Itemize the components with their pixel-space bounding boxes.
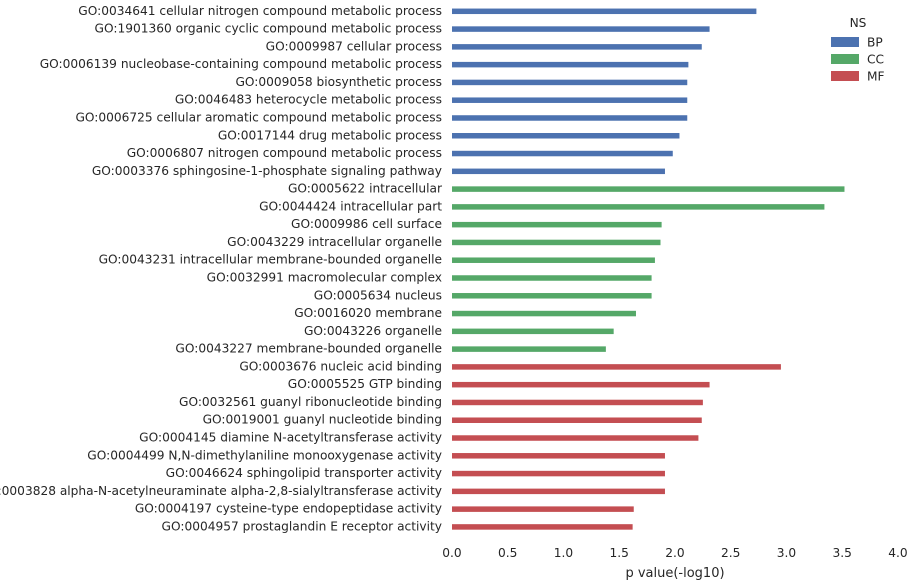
bar	[452, 239, 661, 246]
category-label: GO:0006807 nitrogen compound metabolic p…	[127, 146, 442, 160]
category-label: GO:0046483 heterocycle metabolic process	[175, 93, 442, 107]
legend-label: CC	[867, 53, 884, 67]
category-label: GO:0003676 nucleic acid binding	[239, 359, 442, 373]
category-label: GO:0032991 macromolecular complex	[207, 271, 442, 285]
x-tick-label: 1.0	[554, 546, 573, 560]
category-label: GO:0005525 GTP binding	[288, 377, 442, 391]
bars-group	[452, 8, 845, 530]
category-label: GO:0043227 membrane-bounded organelle	[175, 342, 442, 356]
category-label: GO:0017144 drug metabolic process	[218, 128, 442, 142]
legend-title: NS	[850, 16, 867, 30]
category-label: GO:0043226 organelle	[304, 324, 442, 338]
legend-swatch	[831, 54, 859, 64]
legend-swatch	[831, 37, 859, 47]
bar	[452, 506, 634, 512]
category-label: GO:0004957 prostaglandin E receptor acti…	[162, 519, 442, 533]
bar	[452, 470, 665, 477]
category-label: GO:0003376 sphingosine-1-phosphate signa…	[92, 164, 442, 178]
category-label: GO:0004145 diamine N-acetyltransferase a…	[139, 431, 442, 445]
category-label: GO:0004499 N,N-dimethylaniline monooxyge…	[87, 448, 442, 462]
x-tick-label: 0.5	[498, 546, 517, 560]
bar	[452, 524, 633, 530]
bar	[452, 275, 652, 281]
bar	[452, 133, 680, 139]
bar	[452, 26, 710, 32]
bar	[452, 417, 702, 423]
x-tick-label: 0.0	[442, 546, 461, 560]
x-tick-label: 4.0	[888, 546, 907, 560]
bar	[452, 61, 689, 68]
category-label: GO:0003828 alpha-N-acetylneuraminate alp…	[0, 484, 442, 498]
x-axis-ticks: 0.0 0.5 1.0 1.5 2.0 2.5 3.0 3.5 4.0	[442, 546, 907, 560]
category-label: GO:0006725 cellular aromatic compound me…	[75, 110, 442, 124]
bar	[452, 221, 662, 228]
category-label: GO:0009058 biosynthetic process	[235, 75, 442, 89]
bar	[452, 150, 673, 157]
x-tick-label: 3.5	[833, 546, 852, 560]
bar	[452, 453, 665, 459]
legend-label: MF	[867, 70, 885, 84]
x-tick-label: 2.0	[665, 546, 684, 560]
bar	[452, 364, 781, 370]
bar	[452, 399, 703, 406]
category-label: GO:0019001 guanyl nucleotide binding	[203, 413, 442, 427]
bar	[452, 168, 665, 175]
category-label: GO:0046624 sphingolipid transporter acti…	[166, 466, 442, 480]
legend-label: BP	[867, 36, 883, 50]
x-tick-label: 3.0	[777, 546, 796, 560]
bar	[452, 293, 652, 299]
bar	[452, 346, 606, 352]
x-tick-label: 1.5	[610, 546, 629, 560]
bar	[452, 435, 699, 441]
category-label: GO:0044424 intracellular part	[259, 199, 442, 213]
category-label: GO:0009986 cell surface	[291, 217, 442, 231]
bar	[452, 44, 702, 50]
bar	[452, 381, 710, 388]
bar	[452, 310, 636, 317]
legend-swatch	[831, 71, 859, 81]
category-label: GO:0006139 nucleobase-containing compoun…	[40, 57, 442, 71]
category-label: GO:0032561 guanyl ribonucleotide binding	[179, 395, 442, 409]
category-label: GO:1901360 organic cyclic compound metab…	[95, 22, 442, 36]
bar	[452, 97, 688, 103]
category-label: GO:0005622 intracellular	[288, 182, 443, 196]
x-tick-label: 2.5	[721, 546, 740, 560]
category-labels: GO:0034641 cellular nitrogen compound me…	[0, 4, 443, 534]
category-label: GO:0043229 intracellular organelle	[227, 235, 442, 249]
bar	[452, 79, 688, 86]
category-label: GO:0043231 intracellular membrane-bounde…	[99, 253, 442, 267]
category-label: GO:0004197 cysteine-type endopeptidase a…	[135, 502, 442, 516]
bar	[452, 488, 665, 495]
bar	[452, 204, 825, 210]
category-label: GO:0009987 cellular process	[266, 39, 442, 53]
bar	[452, 8, 757, 15]
category-label: GO:0016020 membrane	[294, 306, 442, 320]
legend: NS BP CC MF	[831, 16, 885, 84]
bar	[452, 115, 688, 121]
bar	[452, 328, 614, 335]
x-axis-label: p value(-log10)	[625, 566, 724, 581]
category-label: GO:0005634 nucleus	[314, 288, 442, 302]
category-label: GO:0034641 cellular nitrogen compound me…	[78, 4, 442, 18]
bar	[452, 186, 845, 192]
bar	[452, 257, 655, 263]
